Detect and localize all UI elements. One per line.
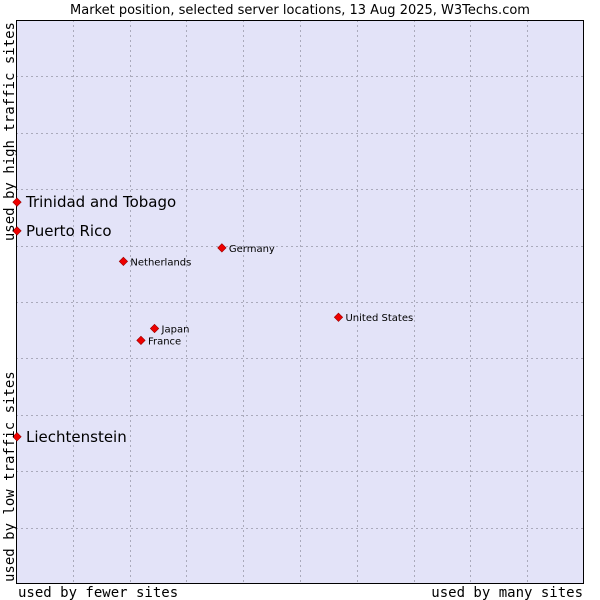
point-label-france: France	[148, 336, 181, 347]
point-label-netherlands: Netherlands	[130, 257, 191, 268]
y-axis-label-top: used by high traffic sites	[2, 22, 18, 241]
point-label-puerto-rico: Puerto Rico	[26, 222, 112, 240]
point-label-liechtenstein: Liechtenstein	[26, 428, 127, 446]
point-marker-liechtenstein	[12, 432, 22, 442]
point-marker-germany	[217, 243, 227, 253]
x-axis-label-left: used by fewer sites	[18, 585, 178, 600]
point-marker-japan	[149, 323, 160, 334]
point-marker-united-states	[333, 312, 344, 322]
data-points: Trinidad and Tobago Puerto Rico Germany Net…	[12, 193, 413, 446]
point-marker-trinidad-and-tobago	[12, 197, 22, 207]
plot-border	[16, 20, 584, 584]
x-axis-label-right: used by many sites	[431, 585, 583, 600]
point-label-germany: Germany	[229, 244, 275, 255]
point-label-trinidad-and-tobago: Trinidad and Tobago	[25, 193, 176, 211]
point-label-japan: Japan	[161, 325, 190, 336]
point-marker-puerto-rico	[12, 226, 22, 236]
point-label-united-states: United States	[345, 313, 413, 324]
grid-lines	[16, 20, 584, 584]
point-marker-netherlands	[118, 256, 129, 267]
chart-title: Market position, selected server locatio…	[70, 3, 530, 18]
point-marker-france	[136, 335, 146, 345]
y-axis-label-bottom: used by low traffic sites	[2, 371, 18, 582]
